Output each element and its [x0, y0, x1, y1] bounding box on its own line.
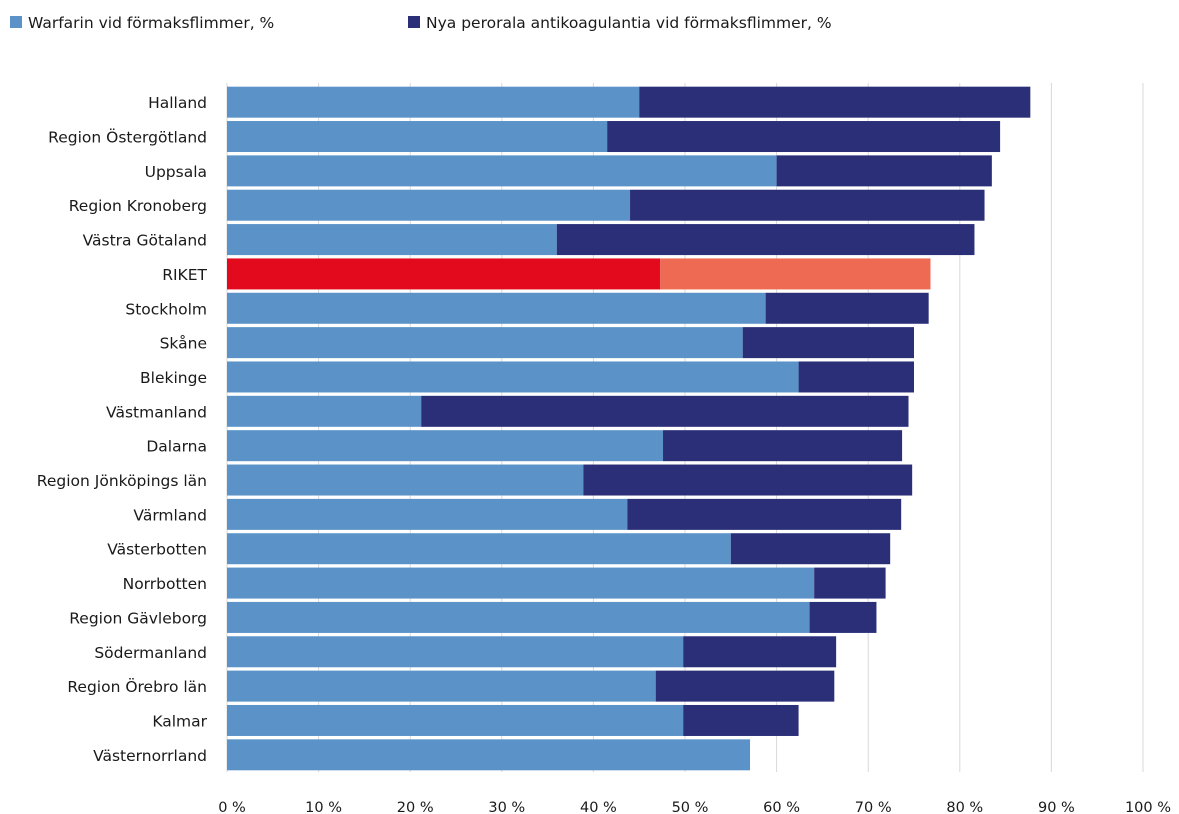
category-label: Västra Götaland: [83, 232, 207, 250]
bar-segment: [683, 704, 799, 736]
category-label: Västmanland: [106, 403, 207, 421]
category-label: Region Örebro län: [67, 677, 207, 696]
bar-segment: [765, 292, 929, 324]
bars: [227, 86, 1031, 771]
category-label: Dalarna: [146, 438, 207, 456]
bar-segment: [655, 670, 835, 702]
bar-segment: [227, 533, 731, 565]
category-label: Västernorrland: [93, 747, 207, 765]
category-label: Värmland: [133, 506, 207, 524]
category-label: Region Jönköpings län: [37, 472, 207, 490]
x-tick-label: 80 %: [946, 800, 983, 814]
x-tick-label: 100 %: [1125, 800, 1171, 814]
chart-legend: Warfarin vid förmaksflimmer, % Nya perora…: [10, 14, 832, 32]
x-tick-label: 50 %: [672, 800, 709, 814]
x-tick-label: 70 %: [855, 800, 892, 814]
category-label: Region Kronoberg: [69, 197, 207, 215]
category-label: Halland: [148, 94, 207, 112]
bar-segment: [227, 224, 557, 256]
x-tick-label: 0 %: [218, 800, 246, 814]
legend-swatch: [408, 16, 420, 28]
bar-segment: [227, 292, 766, 324]
category-label: Region Östergötland: [48, 128, 207, 147]
bar-segment: [556, 224, 975, 256]
legend-label: Warfarin vid förmaksflimmer, %: [28, 14, 274, 32]
category-label: Blekinge: [140, 369, 207, 387]
bar-segment: [227, 121, 608, 153]
category-label: Norrbotten: [123, 575, 207, 593]
bar-segment: [683, 636, 837, 668]
bar-segment: [227, 670, 656, 702]
bar-segment: [227, 395, 422, 427]
bar-segment: [227, 567, 815, 599]
category-label: Stockholm: [125, 300, 207, 318]
legend-label: Nya perorala antikoagulantia vid förmaks…: [426, 14, 832, 32]
bar-segment: [227, 361, 799, 393]
bar-segment: [730, 533, 891, 565]
bar-segment: [421, 395, 909, 427]
bar-segment: [627, 498, 902, 530]
bar-segment: [639, 86, 1031, 118]
bar-segment: [227, 155, 777, 187]
x-axis-ticks: 0 % 10 % 20 % 30 % 40 % 50 % 60 % 70 % 80 % 90 % 1…: [218, 800, 1171, 814]
category-label: Skåne: [160, 335, 207, 353]
bar-segment: [776, 155, 992, 187]
bar-segment: [630, 189, 985, 221]
x-tick-label: 20 %: [397, 800, 434, 814]
category-label: Kalmar: [152, 712, 207, 730]
bar-segment: [660, 258, 931, 290]
x-tick-label: 90 %: [1038, 800, 1075, 814]
bar-segment: [227, 464, 584, 496]
x-tick-label: 40 %: [580, 800, 617, 814]
bar-segment: [227, 189, 631, 221]
bar-segment: [809, 601, 877, 633]
bar-segment: [798, 361, 914, 393]
category-label: Västerbotten: [107, 541, 207, 559]
bar-segment: [227, 704, 684, 736]
bar-segment: [583, 464, 913, 496]
x-tick-label: 10 %: [305, 800, 342, 814]
x-tick-label: 60 %: [763, 800, 800, 814]
bar-segment: [227, 498, 628, 530]
category-label: Region Gävleborg: [69, 609, 207, 627]
x-tick-label: 30 %: [488, 800, 525, 814]
bar-segment: [227, 601, 810, 633]
legend-swatch: [10, 16, 22, 28]
bar-segment: [227, 739, 751, 771]
category-label: RIKET: [162, 266, 207, 284]
bar-segment: [663, 430, 903, 462]
bar-segment: [227, 258, 661, 290]
category-label: Södermanland: [94, 644, 207, 662]
bar-segment: [227, 327, 743, 359]
bar-segment: [227, 430, 664, 462]
category-label: Uppsala: [145, 163, 207, 181]
bar-segment: [814, 567, 886, 599]
bar-segment: [607, 121, 1001, 153]
category-labels: Halland Region Östergötland Uppsala Region …: [37, 94, 208, 765]
bar-segment: [742, 327, 914, 359]
bar-segment: [227, 636, 684, 668]
bar-segment: [227, 86, 640, 118]
